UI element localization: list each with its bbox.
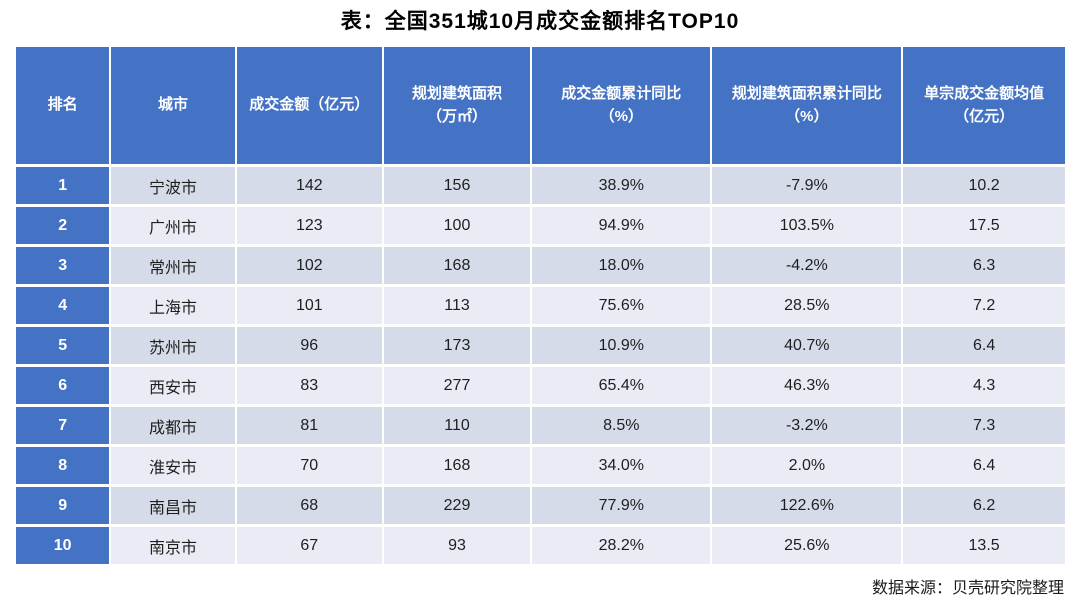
cell-amount-yoy: 18.0% [532, 247, 711, 284]
column-header-line: 成交金额（亿元） [249, 96, 370, 114]
rank-cell: 9 [16, 487, 110, 524]
column-header-line: 成交金额累计同比 [561, 85, 682, 102]
cell-area-yoy: 40.7% [712, 327, 902, 364]
rank-cell: 4 [16, 287, 110, 324]
cell-avg-amount: 10.2 [903, 167, 1065, 204]
cell-amount-yoy: 28.2% [532, 527, 711, 564]
cell-amount-yoy: 77.9% [532, 487, 711, 524]
cell-area: 173 [383, 327, 531, 364]
cell-city: 上海市 [111, 287, 235, 324]
cell-city: 广州市 [111, 207, 235, 244]
column-header-city: 城市 [111, 47, 235, 164]
column-header-line: 规划建筑面积 [412, 85, 503, 102]
column-header-rank: 排名 [16, 47, 110, 164]
rank-cell: 2 [16, 207, 110, 244]
cell-amount: 142 [236, 167, 382, 204]
cell-city: 淮安市 [111, 447, 235, 484]
cell-area-yoy: -3.2% [712, 407, 902, 444]
cell-avg-amount: 7.3 [903, 407, 1065, 444]
column-header-line: （%） [599, 107, 643, 125]
cell-area: 156 [383, 167, 531, 204]
cell-area: 110 [383, 407, 531, 444]
column-header-avg-amount: 单宗成交金额均值 （亿元） [903, 47, 1065, 164]
page-title: 表：全国351城10月成交金额排名TOP10 [340, 10, 740, 33]
ranking-table: 排名 城市 成交金额（亿元） 规划建筑面积 （万㎡） 成交金额累计同比 （%） … [16, 47, 1065, 564]
column-header-area: 规划建筑面积 （万㎡） [383, 47, 531, 164]
cell-area-yoy: 28.5% [712, 287, 902, 324]
cell-area-yoy: 2.0% [712, 447, 902, 484]
cell-area: 93 [383, 527, 531, 564]
cell-area: 229 [383, 487, 531, 524]
cell-area: 168 [383, 247, 531, 284]
cell-area: 113 [383, 287, 531, 324]
cell-city: 南昌市 [111, 487, 235, 524]
column-header-amount: 成交金额（亿元） [236, 47, 382, 164]
cell-city: 常州市 [111, 247, 235, 284]
cell-city: 成都市 [111, 407, 235, 444]
cell-amount-yoy: 10.9% [532, 327, 711, 364]
cell-amount-yoy: 34.0% [532, 447, 711, 484]
cell-avg-amount: 13.5 [903, 527, 1065, 564]
cell-amount: 101 [236, 287, 382, 324]
rank-cell: 8 [16, 447, 110, 484]
cell-amount-yoy: 94.9% [532, 207, 711, 244]
cell-area-yoy: -4.2% [712, 247, 902, 284]
column-header-line: 排名 [47, 96, 78, 114]
cell-city: 宁波市 [111, 167, 235, 204]
column-header-line: 规划建筑面积累计同比 [731, 85, 882, 102]
cell-amount: 68 [236, 487, 382, 524]
cell-avg-amount: 6.3 [903, 247, 1065, 284]
cell-area-yoy: 103.5% [712, 207, 902, 244]
cell-area-yoy: 46.3% [712, 367, 902, 404]
cell-area: 277 [383, 367, 531, 404]
column-header-line: 单宗成交金额均值 [924, 85, 1045, 102]
cell-amount: 96 [236, 327, 382, 364]
rank-cell: 7 [16, 407, 110, 444]
cell-amount-yoy: 65.4% [532, 367, 711, 404]
cell-amount: 83 [236, 367, 382, 404]
cell-avg-amount: 4.3 [903, 367, 1065, 404]
column-header-area-yoy: 规划建筑面积累计同比 （%） [712, 47, 902, 164]
rank-cell: 3 [16, 247, 110, 284]
cell-avg-amount: 7.2 [903, 287, 1065, 324]
column-header-amount-yoy: 成交金额累计同比 （%） [532, 47, 711, 164]
cell-amount-yoy: 75.6% [532, 287, 711, 324]
data-source-note: 数据来源：贝壳研究院整理 [871, 580, 1064, 597]
cell-amount: 81 [236, 407, 382, 444]
cell-amount: 67 [236, 527, 382, 564]
cell-area-yoy: 122.6% [712, 487, 902, 524]
cell-amount: 102 [236, 247, 382, 284]
cell-avg-amount: 6.4 [903, 447, 1065, 484]
rank-cell: 1 [16, 167, 110, 204]
cell-area-yoy: 25.6% [712, 527, 902, 564]
rank-cell: 10 [16, 527, 110, 564]
cell-area: 168 [383, 447, 531, 484]
rank-cell: 6 [16, 367, 110, 404]
cell-city: 苏州市 [111, 327, 235, 364]
cell-city: 西安市 [111, 367, 235, 404]
cell-avg-amount: 17.5 [903, 207, 1065, 244]
rank-cell: 5 [16, 327, 110, 364]
cell-amount-yoy: 38.9% [532, 167, 711, 204]
cell-city: 南京市 [111, 527, 235, 564]
cell-amount: 70 [236, 447, 382, 484]
cell-avg-amount: 6.4 [903, 327, 1065, 364]
cell-avg-amount: 6.2 [903, 487, 1065, 524]
column-header-line: （万㎡） [427, 107, 488, 125]
cell-amount-yoy: 8.5% [532, 407, 711, 444]
column-header-line: （亿元） [954, 107, 1015, 125]
cell-area: 100 [383, 207, 531, 244]
column-header-line: （%） [785, 107, 829, 125]
cell-amount: 123 [236, 207, 382, 244]
column-header-line: 城市 [158, 96, 189, 114]
cell-area-yoy: -7.9% [712, 167, 902, 204]
